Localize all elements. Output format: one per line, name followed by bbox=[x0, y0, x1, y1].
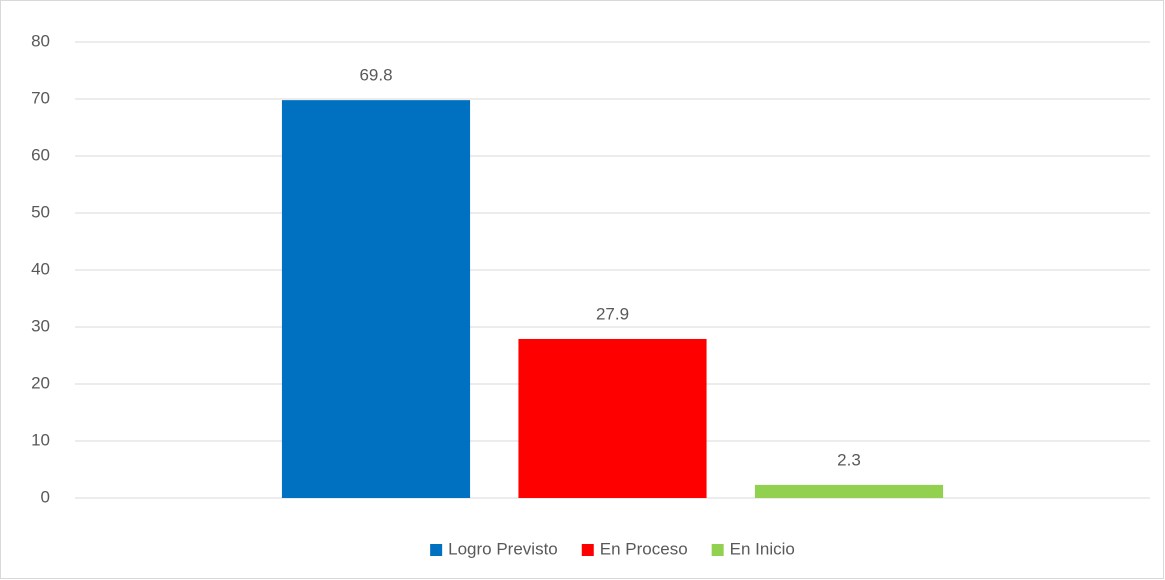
bar bbox=[518, 338, 707, 498]
legend-swatch bbox=[430, 544, 443, 556]
legend-label: En Inicio bbox=[730, 539, 795, 558]
y-tick-label: 30 bbox=[31, 316, 50, 335]
y-tick-label: 80 bbox=[31, 31, 50, 50]
y-tick-label: 0 bbox=[41, 487, 50, 506]
y-tick-label: 20 bbox=[31, 373, 50, 392]
legend-label: En Proceso bbox=[600, 539, 688, 558]
legend-swatch bbox=[711, 544, 724, 556]
data-label: 27.9 bbox=[596, 304, 629, 323]
y-tick-label: 70 bbox=[31, 88, 50, 107]
y-tick-label: 60 bbox=[31, 145, 50, 164]
legend-swatch bbox=[581, 544, 594, 556]
y-tick-label: 50 bbox=[31, 202, 50, 221]
bar bbox=[281, 100, 471, 498]
legend-label: Logro Previsto bbox=[448, 539, 558, 558]
data-label: 69.8 bbox=[359, 66, 392, 85]
data-label: 2.3 bbox=[837, 450, 861, 469]
bar bbox=[754, 484, 944, 498]
y-tick-label: 10 bbox=[31, 430, 50, 449]
y-tick-label: 40 bbox=[31, 259, 50, 278]
